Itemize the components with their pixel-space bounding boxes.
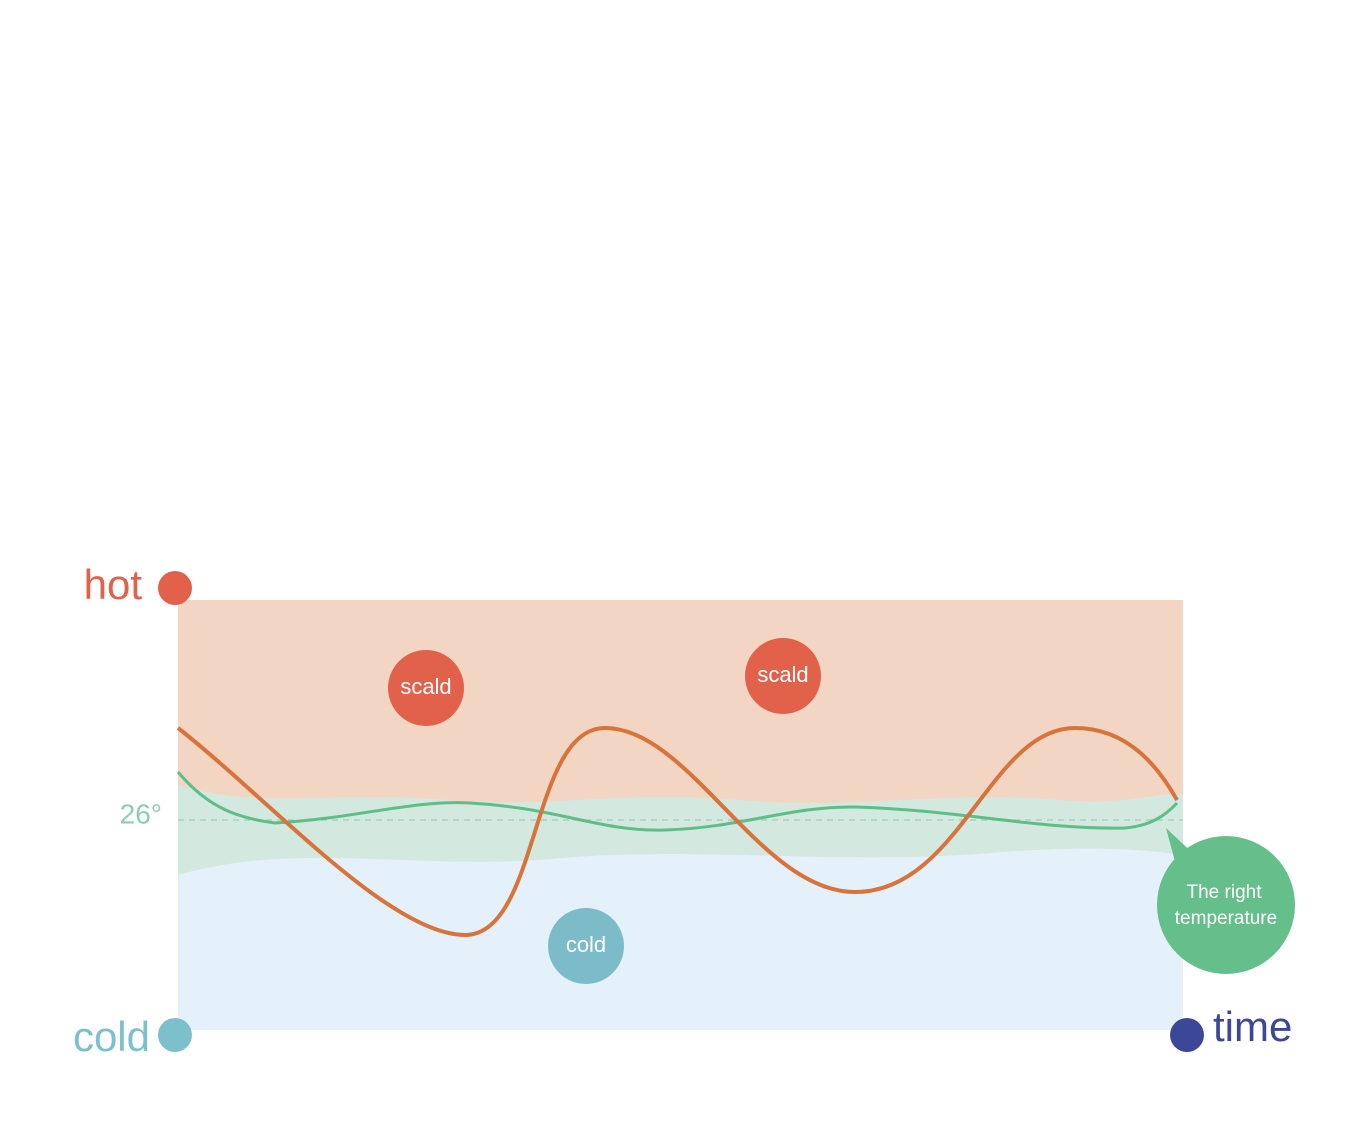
scald-bubble	[745, 638, 821, 714]
cold-zone	[178, 848, 1183, 1030]
scald-bubble	[388, 650, 464, 726]
callout-bubble	[1157, 836, 1295, 974]
cold-dot	[158, 1018, 192, 1052]
callout-line: temperature	[1175, 908, 1277, 929]
cold-bubble	[548, 908, 624, 984]
cold-label: cold	[73, 1013, 150, 1060]
bubble-label: scald	[400, 674, 451, 699]
bubble-label: cold	[566, 932, 606, 957]
time-label: time	[1213, 1003, 1292, 1050]
callout-line: The right	[1187, 882, 1263, 903]
regulated-curve	[176, 771, 1179, 832]
reference-label: 26°	[120, 798, 162, 829]
time-dot	[1170, 1018, 1204, 1052]
bubble-label: scald	[757, 662, 808, 687]
unregulated-curve	[176, 725, 1179, 938]
hot-dot	[158, 571, 192, 605]
hot-label: hot	[84, 561, 143, 608]
